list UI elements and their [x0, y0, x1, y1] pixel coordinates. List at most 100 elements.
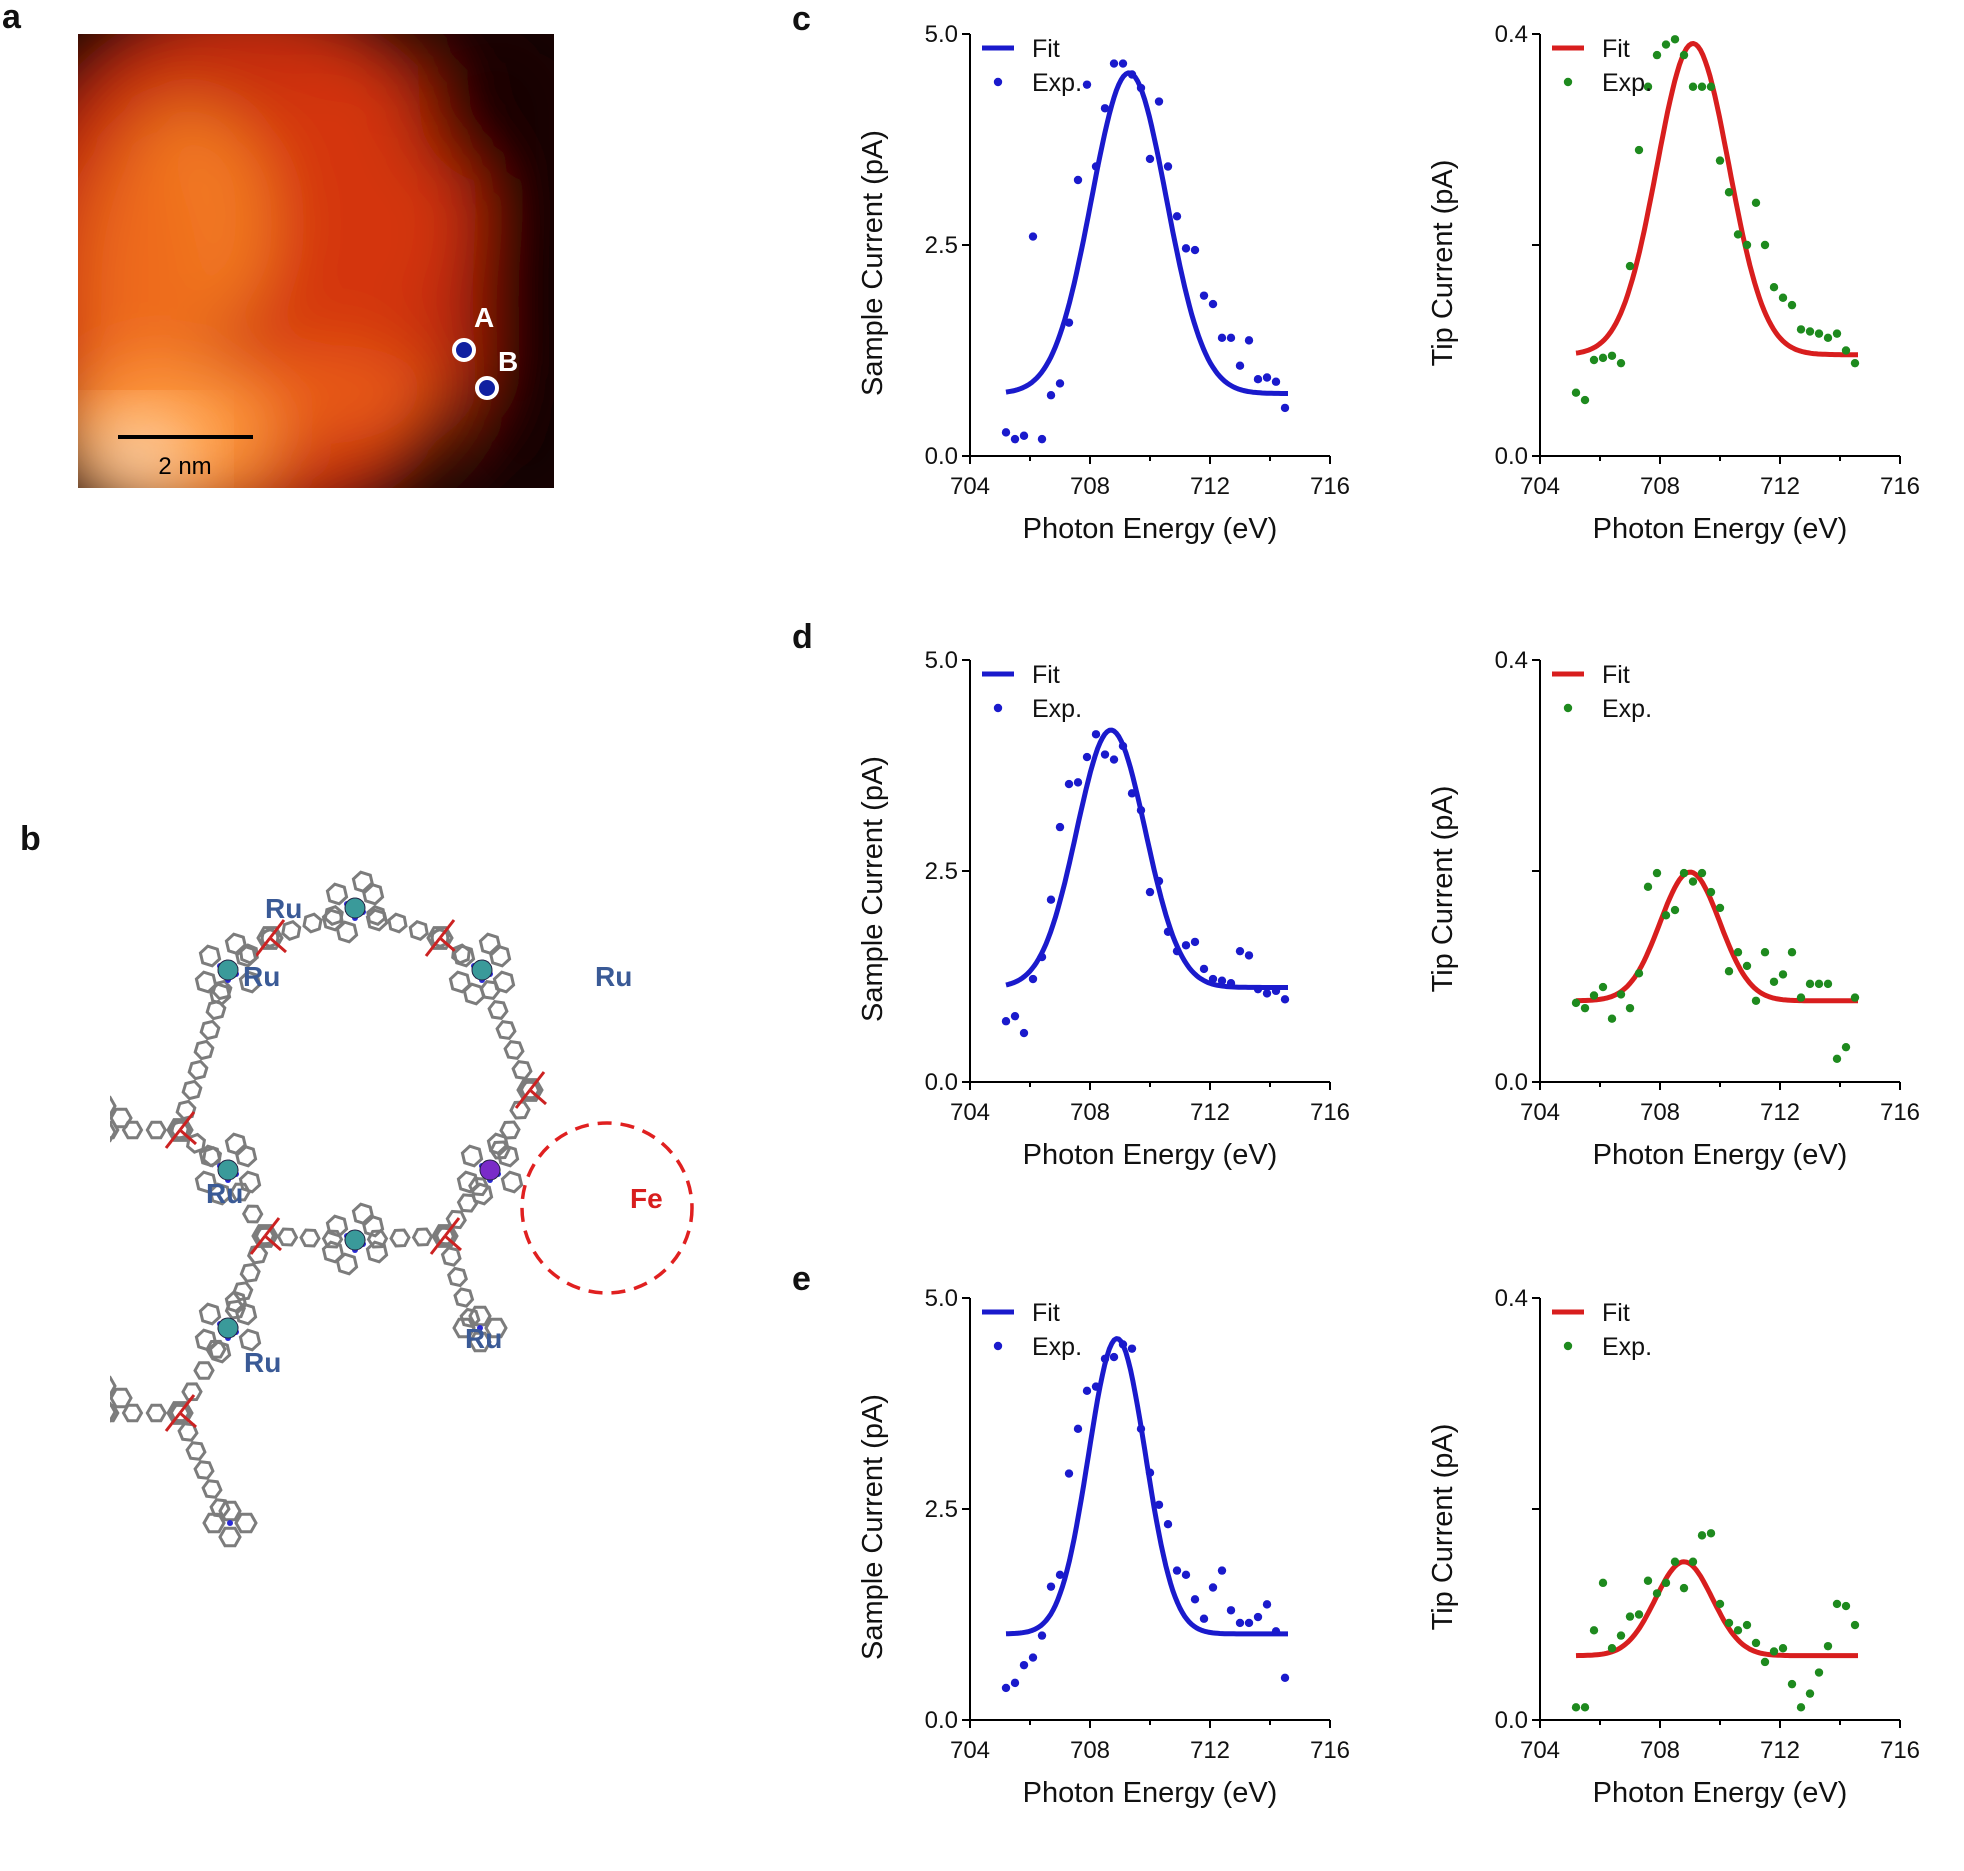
exp-data-point — [1055, 1570, 1065, 1580]
ru-label-upper-right: Ru — [595, 961, 632, 992]
benzene-ring — [366, 905, 387, 926]
ru-atom — [344, 897, 366, 919]
fe-highlight-circle — [520, 1121, 694, 1295]
ru-label-upper-left: Ru — [243, 961, 280, 992]
benzene-ring — [234, 1144, 258, 1168]
exp-data-point — [1037, 434, 1047, 444]
benzene-ring — [387, 912, 408, 934]
benzene-ring — [351, 870, 375, 894]
benzene-ring — [199, 1019, 221, 1041]
oxygen-bond — [179, 1128, 197, 1146]
exp-data-point — [1769, 977, 1779, 986]
exp-data-point — [1271, 377, 1281, 386]
legend-exp-label: Exp. — [1602, 69, 1652, 97]
exp-data-point — [1841, 1601, 1851, 1611]
exp-data-point — [1163, 1519, 1173, 1529]
panel-label-d: d — [792, 618, 813, 656]
x-tick-label: 716 — [1880, 473, 1920, 500]
benzene-ring — [302, 912, 323, 934]
benzene-ring — [431, 1224, 459, 1248]
exp-data-point — [1670, 905, 1680, 915]
exp-data-point — [1235, 946, 1245, 956]
exp-data-point — [1262, 373, 1272, 382]
benzene-ring — [224, 932, 248, 956]
exp-data-point — [1091, 730, 1101, 739]
exp-data-point — [1616, 990, 1626, 999]
benzene-ring — [193, 1460, 215, 1480]
exp-data-point — [1172, 212, 1182, 221]
oxygen-bond — [179, 1411, 197, 1429]
benzene-ring — [456, 1170, 480, 1194]
plot-c-sample-current: 704 708 712 716 0.0 2.5 5.0 Photon Energy (eV) S… — [857, 14, 1400, 594]
exp-data-point — [1796, 1703, 1806, 1712]
nitrogen-atom — [227, 1520, 233, 1526]
benzene-ring — [208, 982, 232, 1006]
fit-curve — [1575, 869, 1859, 1004]
benzene-ring — [323, 905, 344, 926]
benzene-ring — [453, 1287, 475, 1308]
exp-data-point — [1118, 741, 1128, 751]
y-axis-label: Sample Current (pA) — [857, 130, 889, 396]
exp-data-point — [1046, 1582, 1056, 1591]
benzene-ring — [193, 1039, 215, 1061]
exp-data-point — [1760, 1657, 1770, 1667]
exp-data-point — [1841, 1042, 1851, 1052]
legend-fit-label: Fit — [1602, 35, 1630, 63]
benzene-ring — [187, 1059, 209, 1081]
exp-data-point — [1832, 1054, 1842, 1063]
marker-b — [475, 376, 499, 400]
x-tick-label: 712 — [1190, 1737, 1230, 1764]
exp-data-point — [1280, 403, 1290, 413]
x-tick-label: 712 — [1760, 1737, 1800, 1764]
exp-data-point — [1571, 1703, 1581, 1712]
exp-data-point — [1145, 1468, 1155, 1477]
exp-data-point — [1580, 1703, 1590, 1712]
exp-data-point — [1670, 35, 1680, 44]
benzene-ring — [456, 1193, 479, 1213]
exp-data-point — [1271, 986, 1281, 996]
exp-data-point — [1634, 145, 1644, 155]
stm-topography-image: A B 2 nm — [78, 34, 554, 488]
benzene-ring — [321, 908, 345, 932]
exp-data-point — [1010, 1678, 1020, 1688]
oxygen-bond — [528, 1071, 546, 1091]
exp-data-point — [1706, 887, 1716, 897]
exp-data-point — [1724, 1618, 1734, 1628]
exp-data-point — [1118, 59, 1128, 68]
exp-data-point — [1154, 876, 1164, 886]
exp-data-point — [1769, 283, 1779, 292]
x-tick-label: 716 — [1310, 473, 1350, 500]
exp-data-point — [1589, 355, 1599, 365]
exp-data-point — [1679, 50, 1689, 60]
benzene-ring — [234, 1512, 258, 1534]
exp-data-point — [1244, 336, 1254, 345]
exp-data-point — [1073, 1424, 1083, 1434]
benzene-ring — [351, 1202, 375, 1226]
benzene-ring — [193, 1361, 215, 1380]
ru-label-left: Ru — [206, 1178, 243, 1209]
x-axis-label: Photon Energy (eV) — [1023, 513, 1278, 545]
y-tick-label: 5.0 — [925, 647, 958, 674]
plot-c-tip-current: 704 708 712 716 0.0 0.4 Photon Energy (eV) Tip … — [1427, 14, 1964, 594]
benzene-ring — [411, 1227, 434, 1247]
ru-label-lower-left: Ru — [244, 1347, 281, 1378]
panel-label-a: a — [2, 0, 21, 36]
exp-data-point — [1127, 789, 1137, 798]
oxygen-bond — [439, 936, 457, 954]
benzene-ring — [478, 932, 502, 956]
exp-data-point — [1805, 327, 1815, 336]
benzene-ring — [325, 1214, 349, 1238]
exp-data-point — [1589, 991, 1599, 1000]
fit-curve — [1005, 727, 1289, 990]
benzene-ring — [509, 1100, 531, 1120]
benzene-ring — [361, 882, 385, 906]
exp-data-point — [1625, 1612, 1635, 1621]
legend-exp-swatch — [993, 77, 1003, 87]
x-tick-label: 708 — [1070, 1737, 1110, 1764]
legend-exp-swatch — [1563, 1341, 1573, 1351]
oxygen-bond — [443, 1217, 461, 1237]
exp-data-point — [1715, 903, 1725, 913]
exp-data-point — [1661, 1578, 1671, 1588]
exp-data-point — [1271, 1627, 1281, 1636]
marker-a — [452, 338, 476, 362]
